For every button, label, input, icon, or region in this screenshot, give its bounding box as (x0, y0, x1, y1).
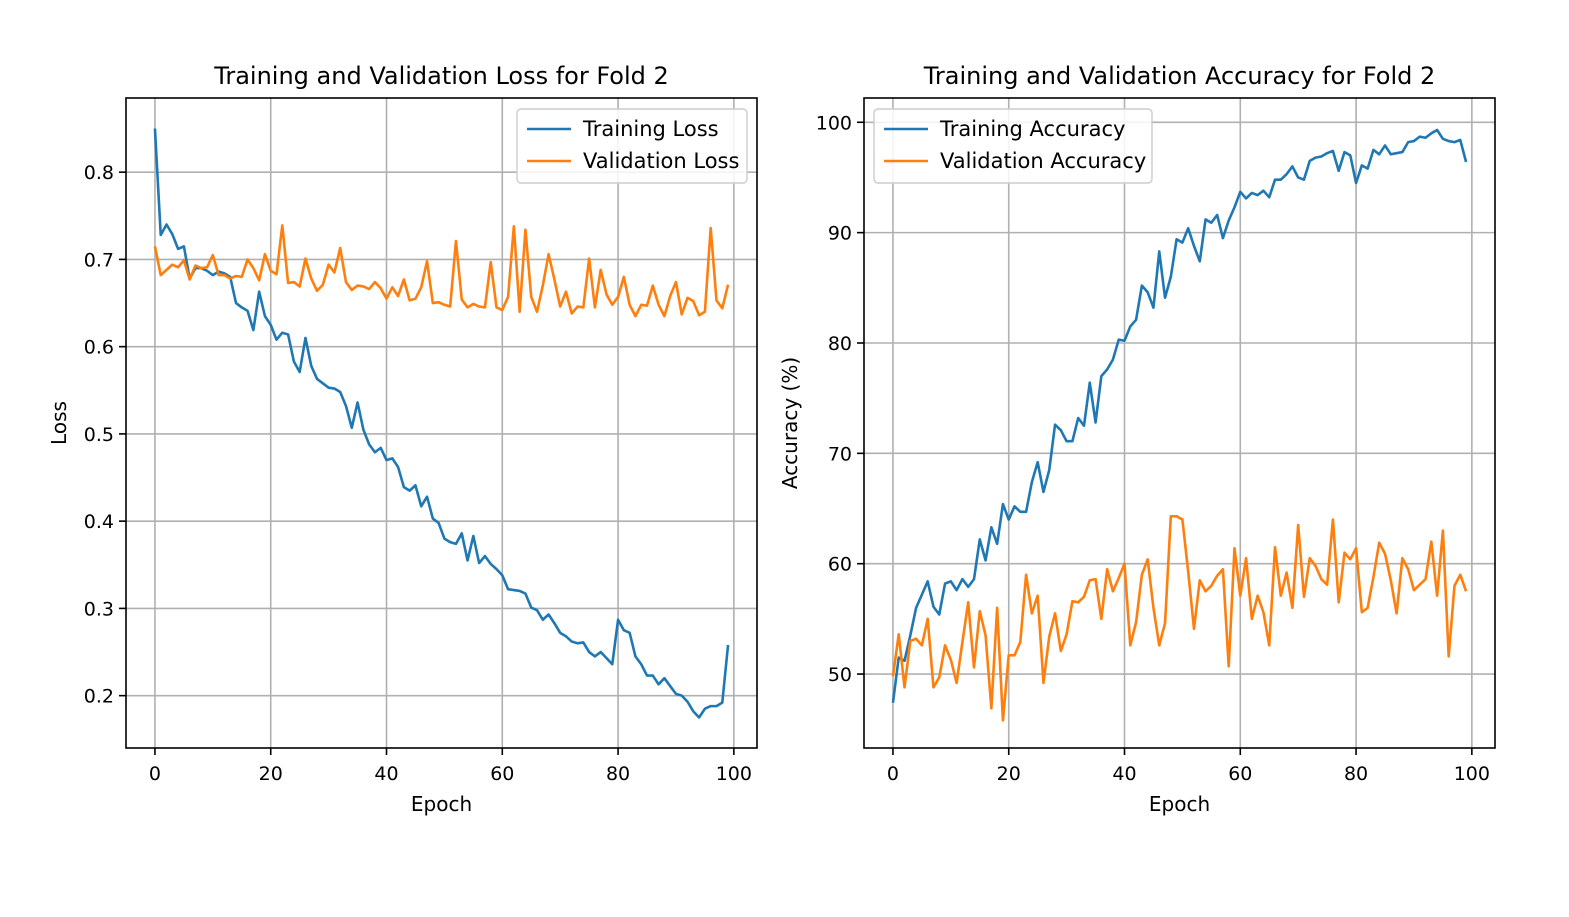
loss-chart: 0 20 40 60 80 100 0.2 0.3 0.4 0.5 0.6 0.7 0.8 Trainin… (47, 62, 758, 816)
y-tick-label: 80 (828, 333, 852, 355)
series-line-validation-loss (153, 224, 730, 318)
legend-label: Validation Accuracy (940, 149, 1146, 173)
x-tick-label: 100 (1454, 763, 1490, 785)
x-tick-label: 100 (716, 763, 752, 785)
y-tick-label: 90 (828, 223, 852, 245)
x-tick-label: 40 (374, 763, 398, 785)
plot-frame (863, 97, 1496, 749)
y-tick-label: 100 (816, 112, 852, 134)
legend-box (873, 108, 1153, 184)
y-tick-label: 0.3 (84, 598, 114, 620)
y-tick-label: 0.2 (84, 686, 114, 708)
legend-label: Validation Loss (583, 149, 739, 173)
series-line-training-accuracy (891, 128, 1468, 703)
legend-label: Training Loss (582, 117, 719, 141)
plot-frame (125, 97, 758, 749)
x-axis-label: Epoch (411, 792, 472, 816)
chart-title: Training and Validation Loss for Fold 2 (213, 62, 669, 90)
x-tick-label: 60 (1228, 763, 1252, 785)
y-axis-label: Accuracy (%) (778, 357, 802, 489)
series-line-training-loss (153, 128, 730, 719)
x-tick-label: 80 (606, 763, 630, 785)
y-tick-label: 0.6 (84, 337, 114, 359)
y-tick-label: 0.4 (84, 511, 114, 533)
x-tick-label: 80 (1344, 763, 1368, 785)
legend-box (516, 108, 748, 184)
y-tick-label: 0.7 (84, 249, 114, 271)
y-tick-label: 50 (828, 664, 852, 686)
x-tick-label: 20 (997, 763, 1021, 785)
y-tick-label: 0.8 (84, 162, 114, 184)
x-axis-label: Epoch (1149, 792, 1210, 816)
legend: Training Loss Validation Loss (516, 108, 748, 184)
y-tick-label: 0.5 (84, 424, 114, 446)
x-tick-label: 60 (490, 763, 514, 785)
accuracy-chart: 0 20 40 60 80 100 50 60 70 80 90 100 Training and Va… (778, 62, 1496, 816)
chart-title: Training and Validation Accuracy for Fol… (923, 62, 1436, 90)
x-tick-label: 0 (887, 763, 899, 785)
x-tick-label: 20 (259, 763, 283, 785)
legend: Training Accuracy Validation Accuracy (873, 108, 1153, 184)
legend-label: Training Accuracy (939, 117, 1125, 141)
y-tick-label: 70 (828, 443, 852, 465)
x-tick-label: 0 (149, 763, 161, 785)
y-tick-label: 60 (828, 554, 852, 576)
series-line-validation-accuracy (891, 514, 1468, 722)
y-axis-label: Loss (47, 401, 71, 445)
x-tick-label: 40 (1112, 763, 1136, 785)
